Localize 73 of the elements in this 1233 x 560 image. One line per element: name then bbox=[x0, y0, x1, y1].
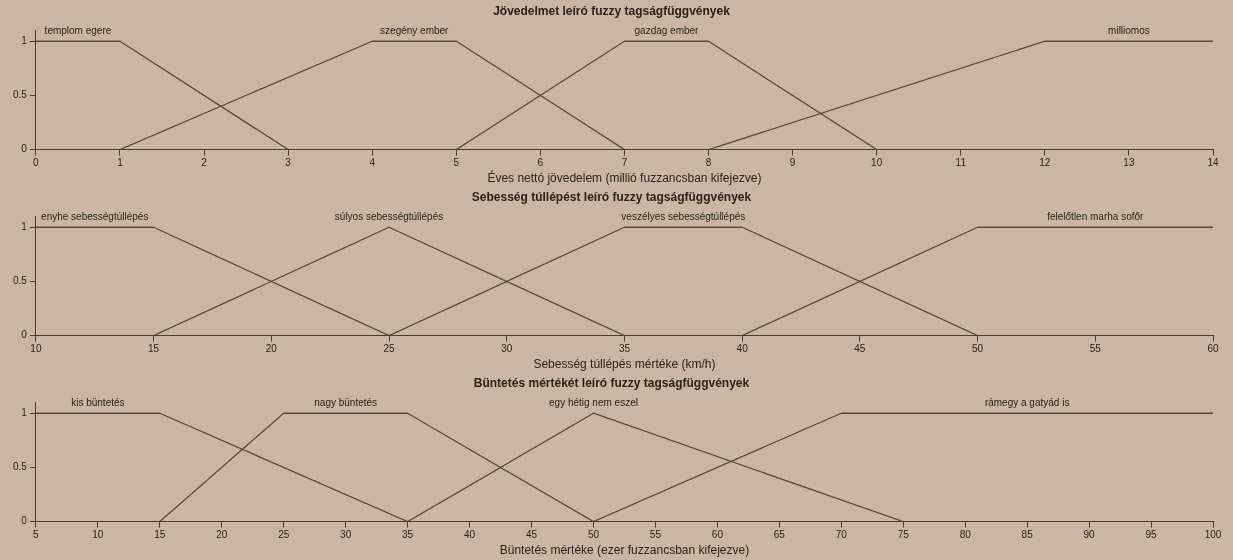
x-tick-label: 40 bbox=[464, 529, 476, 541]
x-tick-label: 55 bbox=[1089, 343, 1102, 355]
chart-title: Büntetés mértékét leíró fuzzy tagságfüggvények bbox=[473, 375, 750, 390]
x-tick-label: 45 bbox=[854, 343, 866, 355]
y-tick-label: 0.5 bbox=[13, 275, 28, 287]
series-label: nagy büntetés bbox=[314, 396, 378, 408]
x-tick-label: 4 bbox=[369, 157, 376, 169]
x-tick-label: 35 bbox=[402, 529, 414, 541]
x-tick-label: 11 bbox=[955, 157, 967, 169]
x-tick-label: 15 bbox=[154, 529, 166, 541]
x-tick-label: 25 bbox=[278, 529, 290, 541]
series-label: gazdag ember bbox=[634, 24, 700, 36]
y-tick-label: 0 bbox=[21, 515, 28, 527]
x-tick-label: 40 bbox=[736, 343, 749, 355]
x-tick-label: 55 bbox=[649, 529, 662, 541]
y-tick-label: 1 bbox=[21, 406, 28, 418]
series-label: szegény ember bbox=[380, 24, 450, 36]
y-tick-label: 0 bbox=[21, 143, 28, 155]
x-tick-label: 50 bbox=[587, 529, 600, 541]
x-tick-label: 12 bbox=[1039, 157, 1051, 169]
x-tick-label: 2 bbox=[201, 157, 208, 169]
x-tick-label: 14 bbox=[1207, 157, 1219, 169]
x-tick-label: 10 bbox=[92, 529, 104, 541]
x-tick-label: 70 bbox=[835, 529, 848, 541]
series-label: felelőtlen marha sofőr bbox=[1047, 210, 1145, 222]
x-axis-title: Sebesség túllépés mértéke (km/h) bbox=[533, 357, 716, 372]
series-label: milliomos bbox=[1108, 24, 1150, 36]
x-axis-title: Büntetés mértéke (ezer fuzzancsban kifejezve) bbox=[499, 543, 750, 558]
x-tick-label: 6 bbox=[537, 157, 544, 169]
x-tick-label: 50 bbox=[972, 343, 984, 355]
series-label: templom egere bbox=[44, 24, 112, 36]
series-label: veszélyes sebességtúllépés bbox=[621, 210, 746, 222]
x-tick-label: 3 bbox=[285, 157, 292, 169]
x-tick-label: 60 bbox=[711, 529, 724, 541]
y-tick-label: 1 bbox=[21, 34, 28, 46]
x-tick-label: 10 bbox=[871, 157, 883, 169]
x-tick-label: 0 bbox=[33, 157, 40, 169]
x-tick-label: 15 bbox=[148, 343, 160, 355]
x-tick-label: 90 bbox=[1083, 529, 1096, 541]
chart-title: Sebesség túllépést leíró fuzzy tagságfüggvények bbox=[471, 189, 752, 204]
x-tick-label: 10 bbox=[30, 343, 42, 355]
x-tick-label: 30 bbox=[501, 343, 513, 355]
x-tick-label: 30 bbox=[340, 529, 352, 541]
x-tick-label: 9 bbox=[789, 157, 796, 169]
x-tick-label: 35 bbox=[618, 343, 631, 355]
x-tick-label: 5 bbox=[453, 157, 460, 169]
x-tick-label: 20 bbox=[216, 529, 228, 541]
x-tick-label: 60 bbox=[1207, 343, 1219, 355]
series-label: súlyos sebességtúllépés bbox=[334, 210, 444, 222]
x-tick-label: 25 bbox=[383, 343, 396, 355]
x-tick-label: 45 bbox=[525, 529, 538, 541]
x-axis-title: Éves nettó jövedelem (millió fuzzancsban kifejezve) bbox=[487, 170, 762, 186]
series-label: rámegy a gatyád is bbox=[984, 396, 1070, 408]
x-tick-label: 5 bbox=[33, 529, 40, 541]
y-tick-label: 1 bbox=[21, 220, 28, 232]
x-tick-label: 65 bbox=[773, 529, 786, 541]
x-tick-label: 80 bbox=[959, 529, 972, 541]
x-tick-label: 1 bbox=[117, 157, 124, 169]
x-tick-label: 20 bbox=[265, 343, 278, 355]
y-tick-label: 0.5 bbox=[13, 461, 28, 473]
x-tick-label: 13 bbox=[1123, 157, 1135, 169]
series-label: egy hétig nem eszel bbox=[549, 396, 638, 408]
x-tick-label: 7 bbox=[621, 157, 628, 169]
series-label: kis büntetés bbox=[71, 396, 125, 408]
x-tick-label: 95 bbox=[1145, 529, 1158, 541]
x-tick-label: 100 bbox=[1204, 529, 1222, 541]
chart-title: Jövedelmet leíró fuzzy tagságfüggvények bbox=[493, 3, 731, 18]
y-tick-label: 0.5 bbox=[13, 89, 28, 101]
x-tick-label: 85 bbox=[1021, 529, 1034, 541]
x-tick-label: 75 bbox=[897, 529, 910, 541]
series-label: enyhe sebességtúllépés bbox=[41, 210, 149, 222]
x-tick-label: 8 bbox=[705, 157, 712, 169]
y-tick-label: 0 bbox=[21, 329, 28, 341]
